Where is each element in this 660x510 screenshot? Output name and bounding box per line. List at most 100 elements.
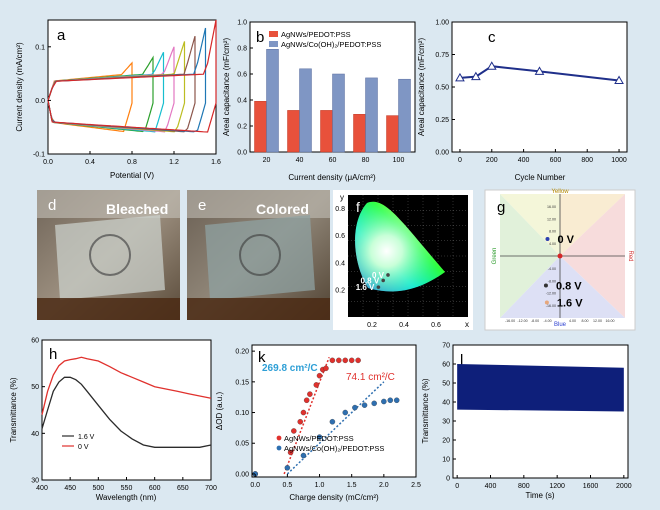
panel-l-ylabel: Transmittance (%): [421, 378, 430, 443]
panel-c-cycling: c 0 200 400 600 800 1000 0.00 0.25 0.50 0.75 1.00…: [417, 20, 628, 182]
annotation-ce-coohx: 269.8 cm²/C: [262, 363, 318, 374]
k-point-1-10: [387, 397, 394, 404]
l-xtick-label: 0: [455, 483, 459, 490]
b-xtick-label: 40: [296, 157, 304, 164]
photo-d-film: [55, 215, 165, 300]
panel-d-label: d: [48, 197, 56, 214]
cie-ytick-label: 0.6: [335, 233, 345, 240]
k-point-0-14: [348, 357, 355, 364]
bar-coohx-40: [299, 68, 312, 153]
bar-coohx-20: [266, 49, 279, 153]
panel-c-label: c: [488, 29, 496, 46]
photo-e-film: [205, 215, 315, 300]
h-ytick-label: 50: [31, 384, 39, 391]
cs-ticks: -16.00-16.00-12.00-12.00-8.00-8.00-4.00-…: [505, 205, 615, 323]
c-xtick-label: 400: [518, 157, 530, 164]
cs-xtick-label: 12.00: [593, 319, 602, 323]
panel-l-xticks: 0 400 800 1200 1600 2000: [455, 475, 632, 490]
cie-x-axis-label: x: [465, 320, 469, 329]
l-xtick-label: 800: [518, 483, 530, 490]
bar-pedot-60: [320, 110, 333, 153]
panel-b-yticks: 0.0 0.2 0.4 0.6 0.8 1.0: [237, 20, 253, 157]
l-ytick-label: 50: [442, 381, 450, 388]
cie-xtick-label: 0.4: [399, 322, 409, 329]
b-ytick-label: 0.2: [237, 124, 247, 131]
panel-b-xlabel: Current density (μA/cm²): [288, 173, 376, 182]
photo-e-emblem: [239, 234, 281, 276]
k-point-0-5: [303, 397, 310, 404]
panel-a-label: a: [57, 27, 66, 44]
bar-pedot-40: [287, 110, 300, 153]
k-legend-pedot: AgNWs/PEDOT:PSS: [284, 434, 354, 443]
c-ytick-label: 0.75: [435, 52, 449, 59]
k-xtick-label: 1.0: [315, 482, 325, 489]
k-ytick-label: 0.00: [235, 471, 249, 478]
cs-xtick-label: 16.00: [606, 319, 615, 323]
cie-ytick-label: 0.2: [335, 287, 345, 294]
cie-point-0: [386, 273, 390, 277]
cs-xtick-label: 4.00: [569, 319, 576, 323]
a-ytick-label: 0.1: [35, 44, 45, 51]
panel-h-transmittance-spectra: h 400 450 500 550 600 650 700 30 40 50 60 1.6 V 0…: [9, 338, 217, 503]
k-ytick-label: 0.05: [235, 441, 249, 448]
panel-h-plot: [41, 356, 212, 448]
l-xtick-label: 1200: [549, 483, 565, 490]
panel-l-yticks: 0 10 20 30 40 50 60 70: [442, 343, 456, 483]
k-ytick-label: 0.20: [235, 349, 249, 356]
bar-pedot-80: [353, 114, 366, 153]
a-xtick-label: 0.0: [43, 159, 53, 166]
a-xtick-label: 0.4: [85, 159, 95, 166]
k-xtick-label: 1.5: [347, 482, 357, 489]
panel-h-frame: [41, 339, 212, 481]
cie-xtick-label: 0.6: [431, 322, 441, 329]
bar-coohx-100: [398, 78, 411, 153]
panel-c-yticks: 0.00 0.25 0.50 0.75 1.00: [435, 20, 455, 157]
legend-label-1-6v: 1.6 V: [78, 434, 95, 441]
c-point-0: [455, 72, 465, 82]
k-point-0-1: [287, 449, 294, 456]
cs-point-0: [545, 236, 550, 241]
cs-point-label-1: 0.8 V: [556, 280, 582, 292]
k-point-0-7: [313, 382, 320, 388]
l-ytick-label: 60: [442, 362, 450, 369]
k-point-1-1: [284, 465, 291, 471]
photo-d-emblem: [89, 234, 131, 276]
cs-ytick-label: -4.00: [548, 267, 556, 271]
panel-d-caption: Bleached: [106, 201, 168, 217]
k-legend-marker-coohx: [276, 445, 282, 451]
k-point-1-3: [316, 434, 323, 440]
l-ytick-label: 20: [442, 438, 450, 445]
b-ytick-label: 0.0: [237, 150, 247, 157]
h-xtick-label: 600: [149, 485, 161, 492]
cs-point-1: [543, 283, 548, 288]
c-point-1000: [614, 75, 624, 84]
cie-xtick-label: 0.2: [367, 322, 377, 329]
cs-ytick-label: 16.00: [547, 205, 556, 209]
b-ytick-label: 0.4: [237, 98, 247, 105]
h-ytick-label: 30: [31, 478, 39, 485]
legend-swatch-coohx: [269, 41, 278, 47]
panel-k-xticks: 0.0 0.5 1.0 1.5 2.0 2.5: [250, 474, 421, 489]
cie-points: 0 V0.8 V1.6 V: [356, 271, 390, 292]
cs-ytick-label: -16.00: [546, 304, 556, 308]
cv-curve-8: [47, 19, 217, 133]
c-xtick-label: 800: [581, 157, 593, 164]
k-point-0-8: [316, 372, 323, 379]
k-point-1-9: [381, 398, 387, 405]
cie-y-axis-label: y: [340, 193, 344, 202]
cs-left-label: Green: [492, 248, 498, 265]
l-xtick-label: 2000: [616, 483, 632, 490]
cs-ytick-label: 4.00: [549, 242, 556, 246]
panel-l-xlabel: Time (s): [525, 491, 554, 500]
panel-a-curves: [47, 19, 217, 133]
h-xtick-label: 650: [177, 485, 189, 492]
c-point-200: [486, 61, 497, 70]
cs-xtick-label: -16.00: [505, 319, 515, 323]
cs-ytick-label: 12.00: [547, 217, 556, 221]
cs-xtick-label: -12.00: [517, 319, 527, 323]
panel-k-frame: [251, 344, 417, 478]
panel-a-yticks: -0.1 0.0 0.1: [33, 44, 51, 159]
panel-k-coloration-efficiency: k 0.0 0.5 1.0 1.5 2.0 2.5 0.00 0.05 0.10 0.15 0.2…: [215, 344, 421, 502]
panel-h-xticks: 400 450 500 550 600 650 700: [36, 477, 217, 492]
l-ytick-label: 10: [442, 457, 450, 464]
